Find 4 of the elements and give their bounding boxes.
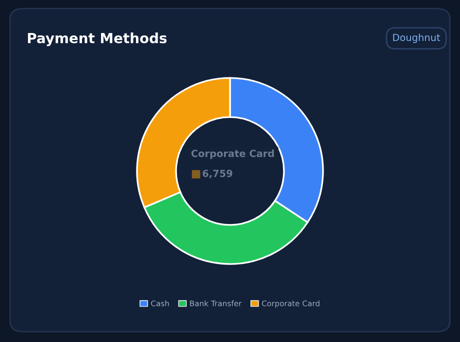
text: Doughnut xyxy=(393,34,440,44)
text: Corporate Card xyxy=(191,150,274,159)
text: 6,759 xyxy=(202,170,232,178)
chart-title: Payment Methods xyxy=(28,32,167,46)
